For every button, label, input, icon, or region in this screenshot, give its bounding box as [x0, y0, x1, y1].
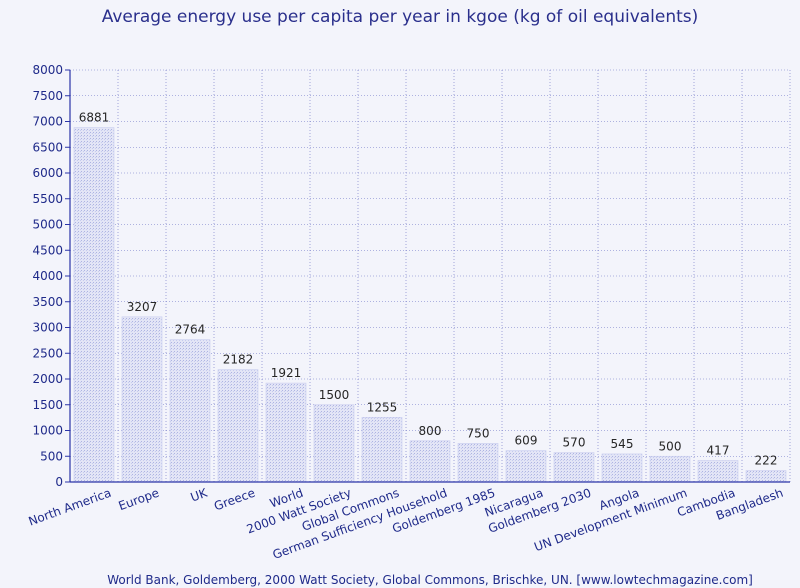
y-tick-label: 0: [55, 475, 63, 489]
y-tick-label: 4000: [32, 269, 63, 283]
bar-value-label: 2764: [175, 323, 206, 337]
bar-value-label: 570: [563, 436, 586, 450]
grid-layer: [69, 69, 791, 482]
y-tick-label: 5500: [32, 192, 63, 206]
y-tick-label: 2500: [32, 346, 63, 360]
bar: [505, 450, 547, 483]
y-tick-label: 7500: [32, 89, 63, 103]
x-tick-label: UK: [189, 485, 210, 504]
bar-value-label: 545: [611, 437, 634, 451]
bar: [73, 127, 115, 483]
bar-value-label: 1255: [367, 400, 398, 414]
x-tick-label: North America: [27, 486, 113, 529]
bar: [169, 339, 211, 483]
bar: [697, 460, 739, 483]
bar: [745, 470, 787, 483]
bar-value-label: 1500: [319, 388, 350, 402]
x-tick-label: Greece: [212, 486, 257, 514]
bar-value-label: 800: [419, 424, 442, 438]
y-tick-label: 2000: [32, 372, 63, 386]
bar: [553, 452, 595, 483]
y-tick-label: 1500: [32, 398, 63, 412]
bar: [457, 443, 499, 483]
bar-value-label: 750: [467, 426, 490, 440]
bar: [649, 455, 691, 483]
bar-layer: [73, 127, 787, 483]
y-tick-label: 3500: [32, 295, 63, 309]
x-tick-label: Europe: [117, 486, 161, 514]
y-tick-label: 500: [40, 449, 63, 463]
bar: [409, 440, 451, 483]
bar-value-label: 1921: [271, 366, 302, 380]
y-tick-label: 7000: [32, 115, 63, 129]
bar: [313, 404, 355, 483]
y-tick-label: 6500: [32, 140, 63, 154]
bar-value-label: 500: [659, 439, 682, 453]
bar: [361, 417, 403, 483]
bar-value-label: 609: [515, 434, 538, 448]
y-tick-label: 4500: [32, 243, 63, 257]
y-tick-label: 1000: [32, 424, 63, 438]
chart-title: Average energy use per capita per year i…: [102, 7, 699, 27]
y-tick-label: 3000: [32, 321, 63, 335]
bar-value-label: 417: [707, 444, 730, 458]
bar-value-label: 222: [755, 454, 778, 468]
bar-value-label: 3207: [127, 300, 158, 314]
y-tick-label: 5000: [32, 218, 63, 232]
chart-source: World Bank, Goldemberg, 2000 Watt Societ…: [107, 573, 753, 587]
bar: [601, 453, 643, 483]
bar: [265, 382, 307, 483]
bar: [217, 369, 259, 483]
bar: [121, 316, 163, 483]
y-tick-label: 6000: [32, 166, 63, 180]
y-tick-label: 8000: [32, 63, 63, 77]
bar-value-label: 6881: [79, 111, 110, 125]
axis-layer: 0 500 1000 1500 2000 2500 3000 3500 4000 4500 5000…: [32, 63, 790, 489]
bar-value-label: 2182: [223, 353, 254, 367]
